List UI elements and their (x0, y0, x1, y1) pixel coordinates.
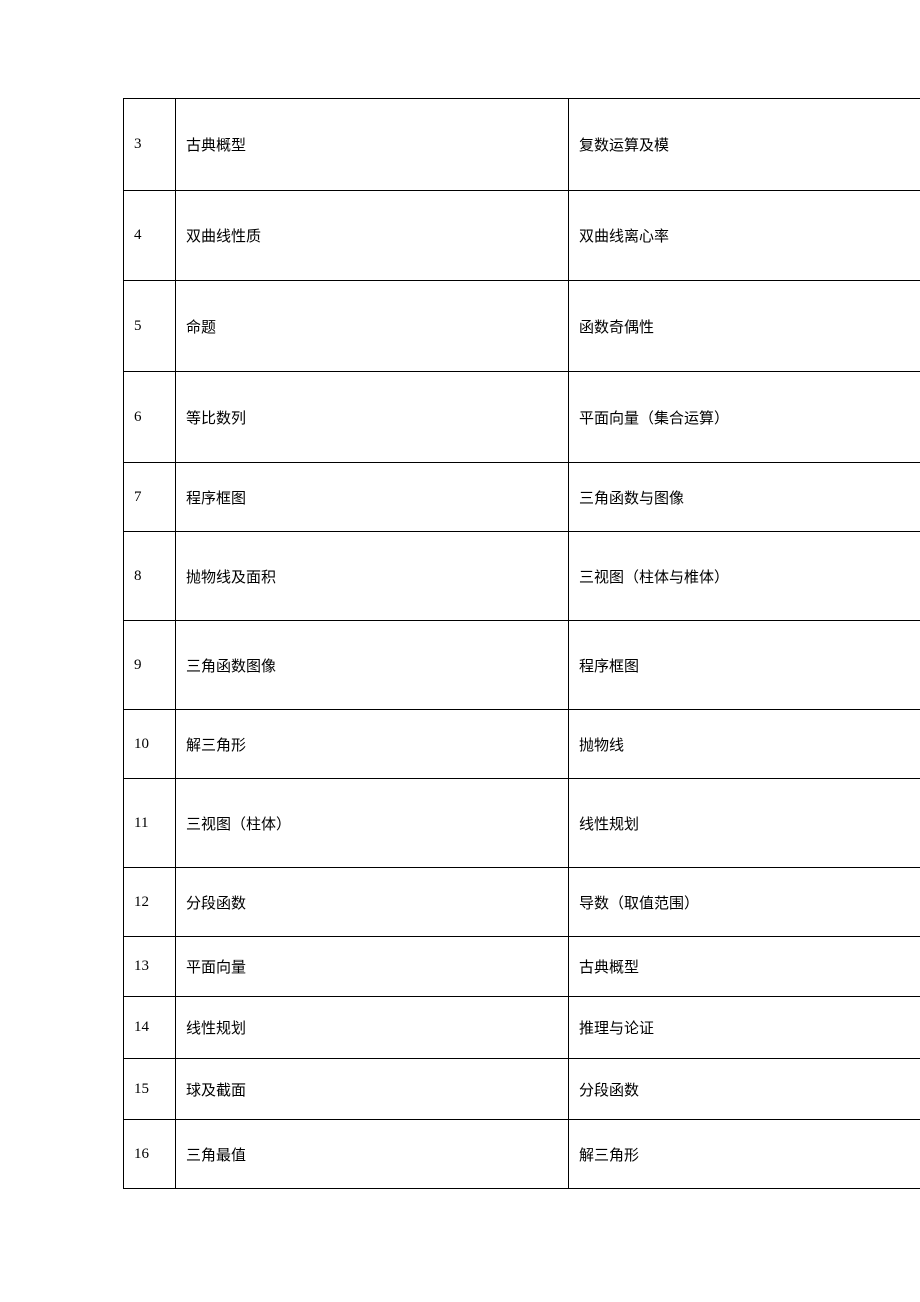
cell-col-b: 双曲线离心率 (569, 191, 920, 281)
cell-col-b: 推理与论证 (569, 997, 920, 1059)
table-row: 13 平面向量 古典概型 (124, 937, 920, 997)
cell-num: 5 (124, 281, 176, 372)
cell-col-a: 程序框图 (176, 463, 569, 532)
cell-num: 10 (124, 710, 176, 779)
table-row: 15 球及截面 分段函数 (124, 1059, 920, 1120)
cell-num: 14 (124, 997, 176, 1059)
cell-col-b: 分段函数 (569, 1059, 920, 1120)
cell-col-b: 平面向量（集合运算） (569, 372, 920, 463)
cell-num: 8 (124, 532, 176, 621)
cell-col-a: 分段函数 (176, 868, 569, 937)
table-row: 6 等比数列 平面向量（集合运算） (124, 372, 920, 463)
cell-num: 15 (124, 1059, 176, 1120)
cell-num: 12 (124, 868, 176, 937)
cell-num: 16 (124, 1120, 176, 1189)
cell-col-b: 线性规划 (569, 779, 920, 868)
topic-table: 3 古典概型 复数运算及模 4 双曲线性质 双曲线离心率 5 命题 函数奇偶性 … (123, 98, 920, 1189)
cell-col-b: 古典概型 (569, 937, 920, 997)
table-row: 3 古典概型 复数运算及模 (124, 99, 920, 191)
cell-col-a: 古典概型 (176, 99, 569, 191)
cell-num: 13 (124, 937, 176, 997)
cell-col-b: 程序框图 (569, 621, 920, 710)
table-row: 10 解三角形 抛物线 (124, 710, 920, 779)
cell-col-a: 解三角形 (176, 710, 569, 779)
cell-col-a: 三角最值 (176, 1120, 569, 1189)
cell-col-b: 三角函数与图像 (569, 463, 920, 532)
cell-col-a: 平面向量 (176, 937, 569, 997)
table-row: 16 三角最值 解三角形 (124, 1120, 920, 1189)
cell-num: 11 (124, 779, 176, 868)
cell-col-a: 球及截面 (176, 1059, 569, 1120)
table-row: 9 三角函数图像 程序框图 (124, 621, 920, 710)
cell-col-a: 三角函数图像 (176, 621, 569, 710)
table-row: 11 三视图（柱体） 线性规划 (124, 779, 920, 868)
table-row: 8 抛物线及面积 三视图（柱体与椎体） (124, 532, 920, 621)
cell-col-b: 复数运算及模 (569, 99, 920, 191)
table-row: 12 分段函数 导数（取值范围） (124, 868, 920, 937)
cell-col-a: 线性规划 (176, 997, 569, 1059)
cell-num: 4 (124, 191, 176, 281)
cell-num: 3 (124, 99, 176, 191)
cell-col-a: 抛物线及面积 (176, 532, 569, 621)
cell-col-a: 三视图（柱体） (176, 779, 569, 868)
table-row: 5 命题 函数奇偶性 (124, 281, 920, 372)
cell-col-b: 解三角形 (569, 1120, 920, 1189)
cell-num: 6 (124, 372, 176, 463)
cell-num: 9 (124, 621, 176, 710)
cell-num: 7 (124, 463, 176, 532)
cell-col-a: 等比数列 (176, 372, 569, 463)
cell-col-a: 命题 (176, 281, 569, 372)
cell-col-b: 三视图（柱体与椎体） (569, 532, 920, 621)
table-row: 7 程序框图 三角函数与图像 (124, 463, 920, 532)
cell-col-b: 抛物线 (569, 710, 920, 779)
cell-col-a: 双曲线性质 (176, 191, 569, 281)
cell-col-b: 导数（取值范围） (569, 868, 920, 937)
table-row: 14 线性规划 推理与论证 (124, 997, 920, 1059)
cell-col-b: 函数奇偶性 (569, 281, 920, 372)
table-row: 4 双曲线性质 双曲线离心率 (124, 191, 920, 281)
